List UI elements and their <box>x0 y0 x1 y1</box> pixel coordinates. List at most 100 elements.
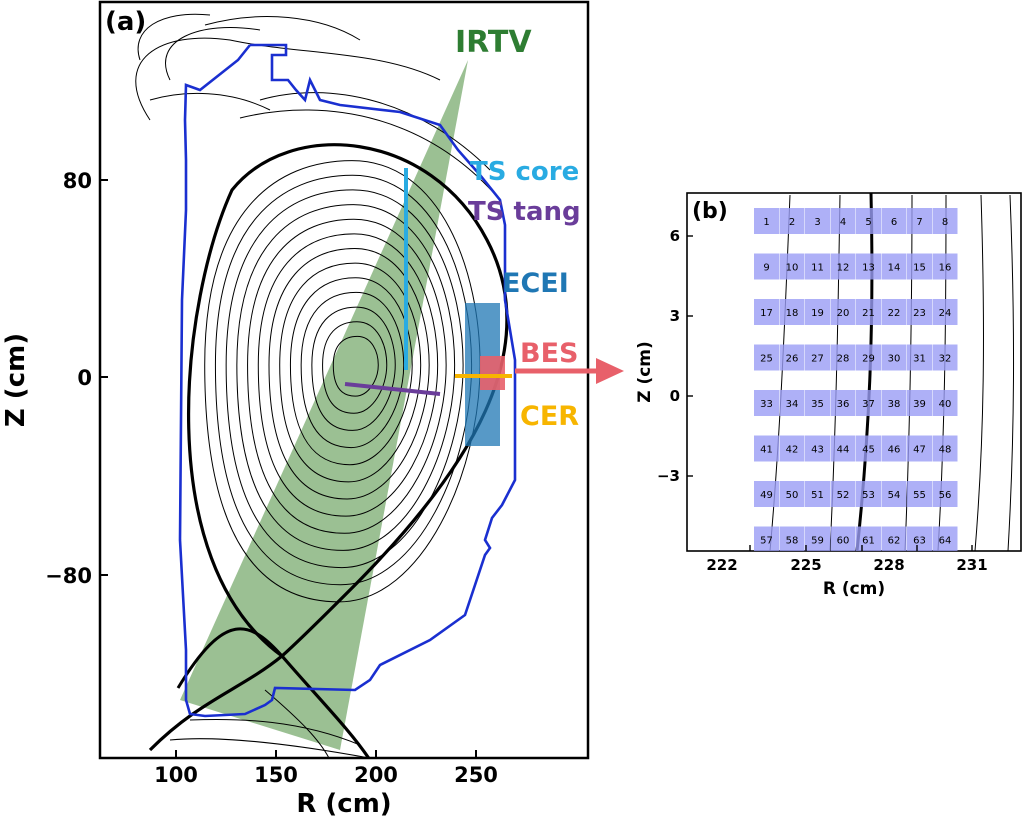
flux-surface <box>332 335 379 397</box>
bes-channel <box>779 481 805 507</box>
bes-channel-number: 64 <box>939 536 952 547</box>
bes-channel <box>830 208 856 234</box>
bes-channel-number: 32 <box>939 354 952 365</box>
cer-label: CER <box>520 401 579 432</box>
bes-channel <box>830 299 856 325</box>
bes-channel-number: 43 <box>811 445 824 456</box>
bes-channel <box>830 526 856 551</box>
bes-channel <box>805 435 830 462</box>
bes-channel-number: 19 <box>811 308 824 319</box>
panel-a-y-ticks <box>100 179 108 576</box>
bes-channel <box>881 526 907 551</box>
bes-channel-number: 13 <box>862 263 875 274</box>
bes-channel <box>754 390 779 416</box>
bes-channel-number: 15 <box>913 263 926 274</box>
bes-channel-number: 55 <box>913 490 926 501</box>
bes-channel-number: 21 <box>862 308 875 319</box>
bes-channel-number: 48 <box>939 445 952 456</box>
bes-channel <box>805 390 830 416</box>
bes-channel <box>856 390 881 416</box>
bes-channel-number: 3 <box>814 217 820 228</box>
bes-channel <box>856 344 881 371</box>
y-tick-label: −3 <box>657 467 680 485</box>
bes-channel <box>830 390 856 416</box>
y-tick-label: 0 <box>670 387 680 405</box>
bes-label: BES <box>520 338 578 369</box>
bes-channel-number: 1 <box>763 217 769 228</box>
bes-channel <box>805 253 830 280</box>
bes-channel-number: 41 <box>760 445 773 456</box>
irtv-label: IRTV <box>455 25 532 60</box>
separatrix-leg-upper <box>176 627 284 689</box>
bes-channel-number: 42 <box>786 445 799 456</box>
bes-channel-number: 4 <box>840 217 846 228</box>
bes-channel-number: 18 <box>786 308 799 319</box>
ts-tang-chord <box>344 382 441 396</box>
x-tick-label: 200 <box>354 763 398 787</box>
bes-channel <box>932 253 958 280</box>
bes-channel <box>907 390 932 416</box>
bes-channel <box>754 208 779 234</box>
bes-channel <box>805 526 830 551</box>
panel-b-x-ticks <box>749 545 973 551</box>
bes-channel-number: 62 <box>888 536 901 547</box>
bes-channel-number: 56 <box>939 490 952 501</box>
bes-channel-number: 10 <box>786 263 799 274</box>
bes-channel <box>932 208 958 234</box>
bes-channel <box>830 344 856 371</box>
x-tick-label: 231 <box>956 556 987 574</box>
panel-b-label: (b) <box>692 199 728 224</box>
ts-core-label: TS core <box>470 157 579 187</box>
bes-channel <box>932 526 958 551</box>
bes-channel <box>907 481 932 507</box>
bes-channel <box>932 390 958 416</box>
flux-surface <box>236 204 456 551</box>
bes-channel-number: 5 <box>865 217 871 228</box>
flux-surface <box>257 233 439 517</box>
bes-channel-number: 7 <box>916 217 922 228</box>
ecei-label: ECEI <box>502 268 569 299</box>
bes-channel <box>754 253 779 280</box>
bes-channel-number: 59 <box>811 536 824 547</box>
bes-channel-number: 17 <box>760 308 773 319</box>
bes-channel-number: 44 <box>837 445 850 456</box>
bes-channel <box>830 435 856 462</box>
bes-channel <box>856 435 881 462</box>
bes-channel <box>856 208 881 234</box>
bes-channel <box>754 481 779 507</box>
bes-channel-number: 51 <box>811 490 824 501</box>
bes-channel-number: 27 <box>811 354 824 365</box>
bes-channel-number: 47 <box>913 445 926 456</box>
bes-channel <box>881 253 907 280</box>
y-tick-label: 6 <box>670 227 680 245</box>
bes-channel-number: 25 <box>760 354 773 365</box>
bes-channel <box>907 526 932 551</box>
panel-b-y-ticks <box>687 235 693 477</box>
panel-a: 100 150 200 250 80 0 −80 R (cm) Z (cm) (… <box>1 0 590 819</box>
bes-channel <box>779 253 805 280</box>
x-tick-label: 225 <box>790 556 821 574</box>
flux-surface <box>247 218 447 534</box>
bes-zoom-arrow <box>515 358 624 384</box>
bes-channel-number: 33 <box>760 399 773 410</box>
bes-channel <box>932 299 958 325</box>
bes-channel <box>856 299 881 325</box>
separatrix-leg-inner <box>148 654 284 752</box>
bes-channel-number: 30 <box>888 354 901 365</box>
bes-channel <box>754 435 779 462</box>
bes-channel <box>805 208 830 234</box>
bes-channel-number: 63 <box>913 536 926 547</box>
x-tick-label: 250 <box>454 763 498 787</box>
flux-surface <box>279 262 422 483</box>
bes-channel-number: 28 <box>837 354 850 365</box>
bes-channel-number: 54 <box>888 490 901 501</box>
bes-channel <box>881 481 907 507</box>
bes-channel-number: 26 <box>786 354 799 365</box>
bes-channel-number: 23 <box>913 308 926 319</box>
panel-a-plot-area <box>135 13 517 758</box>
bes-channel <box>779 390 805 416</box>
bes-channel <box>856 253 881 280</box>
bes-channel <box>881 208 907 234</box>
bes-channel-number: 24 <box>939 308 952 319</box>
